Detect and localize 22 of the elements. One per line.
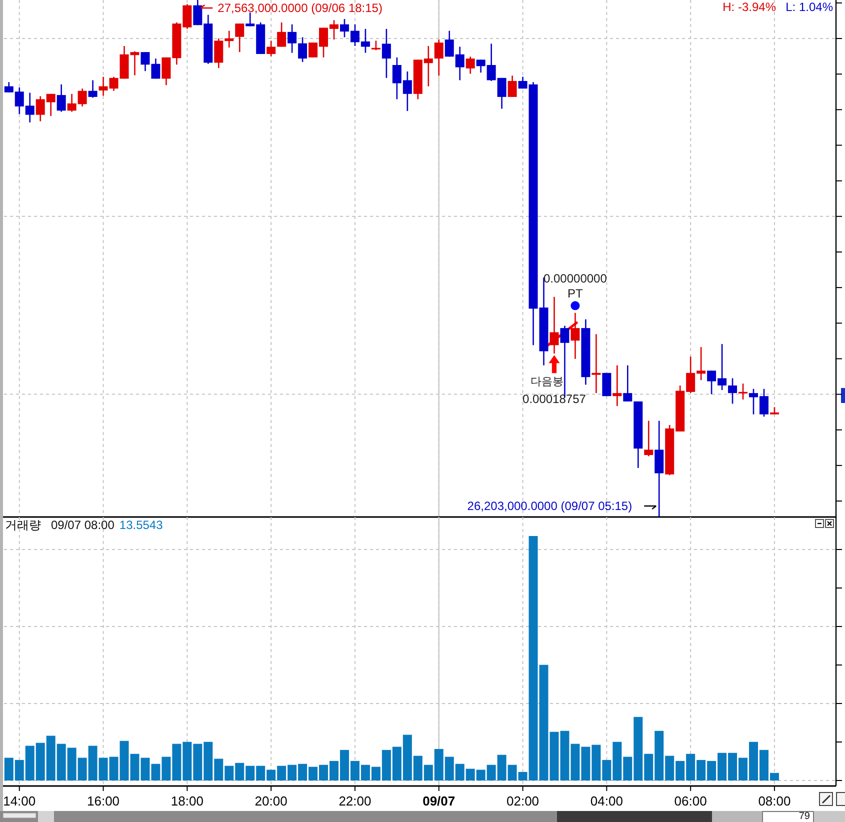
note: H: -3.94% — [722, 0, 776, 14]
note: L: 1.04% — [786, 0, 833, 14]
tick-label: 02:00 — [506, 794, 540, 808]
tick-label: 16:00 — [87, 794, 120, 808]
note: 26,203,000.0000 (09/07 05:15) — [467, 499, 632, 513]
note: 0.00000000 — [544, 272, 607, 286]
tick-label: 18:00 — [170, 794, 204, 808]
note: 09/07 08:00 — [51, 518, 114, 532]
tick-label: 04:00 — [590, 794, 623, 808]
note: 13.5543 — [119, 518, 163, 532]
note: 다음봉 — [530, 376, 564, 388]
note: 79 — [798, 811, 810, 822]
tick-label: 20:00 — [254, 794, 288, 808]
tick-label: 22:00 — [338, 794, 372, 808]
tick-label: 14:00 — [3, 794, 36, 808]
tick-label: 06:00 — [674, 794, 707, 808]
tick-label: 09/07 — [422, 794, 456, 808]
tick-label: 08:00 — [758, 794, 791, 808]
note: 27,563,000.0000 (09/06 18:15) — [218, 1, 382, 15]
title: 거래량 — [5, 518, 41, 532]
note: 0.00018757 — [522, 392, 586, 406]
note: PT — [568, 286, 583, 301]
